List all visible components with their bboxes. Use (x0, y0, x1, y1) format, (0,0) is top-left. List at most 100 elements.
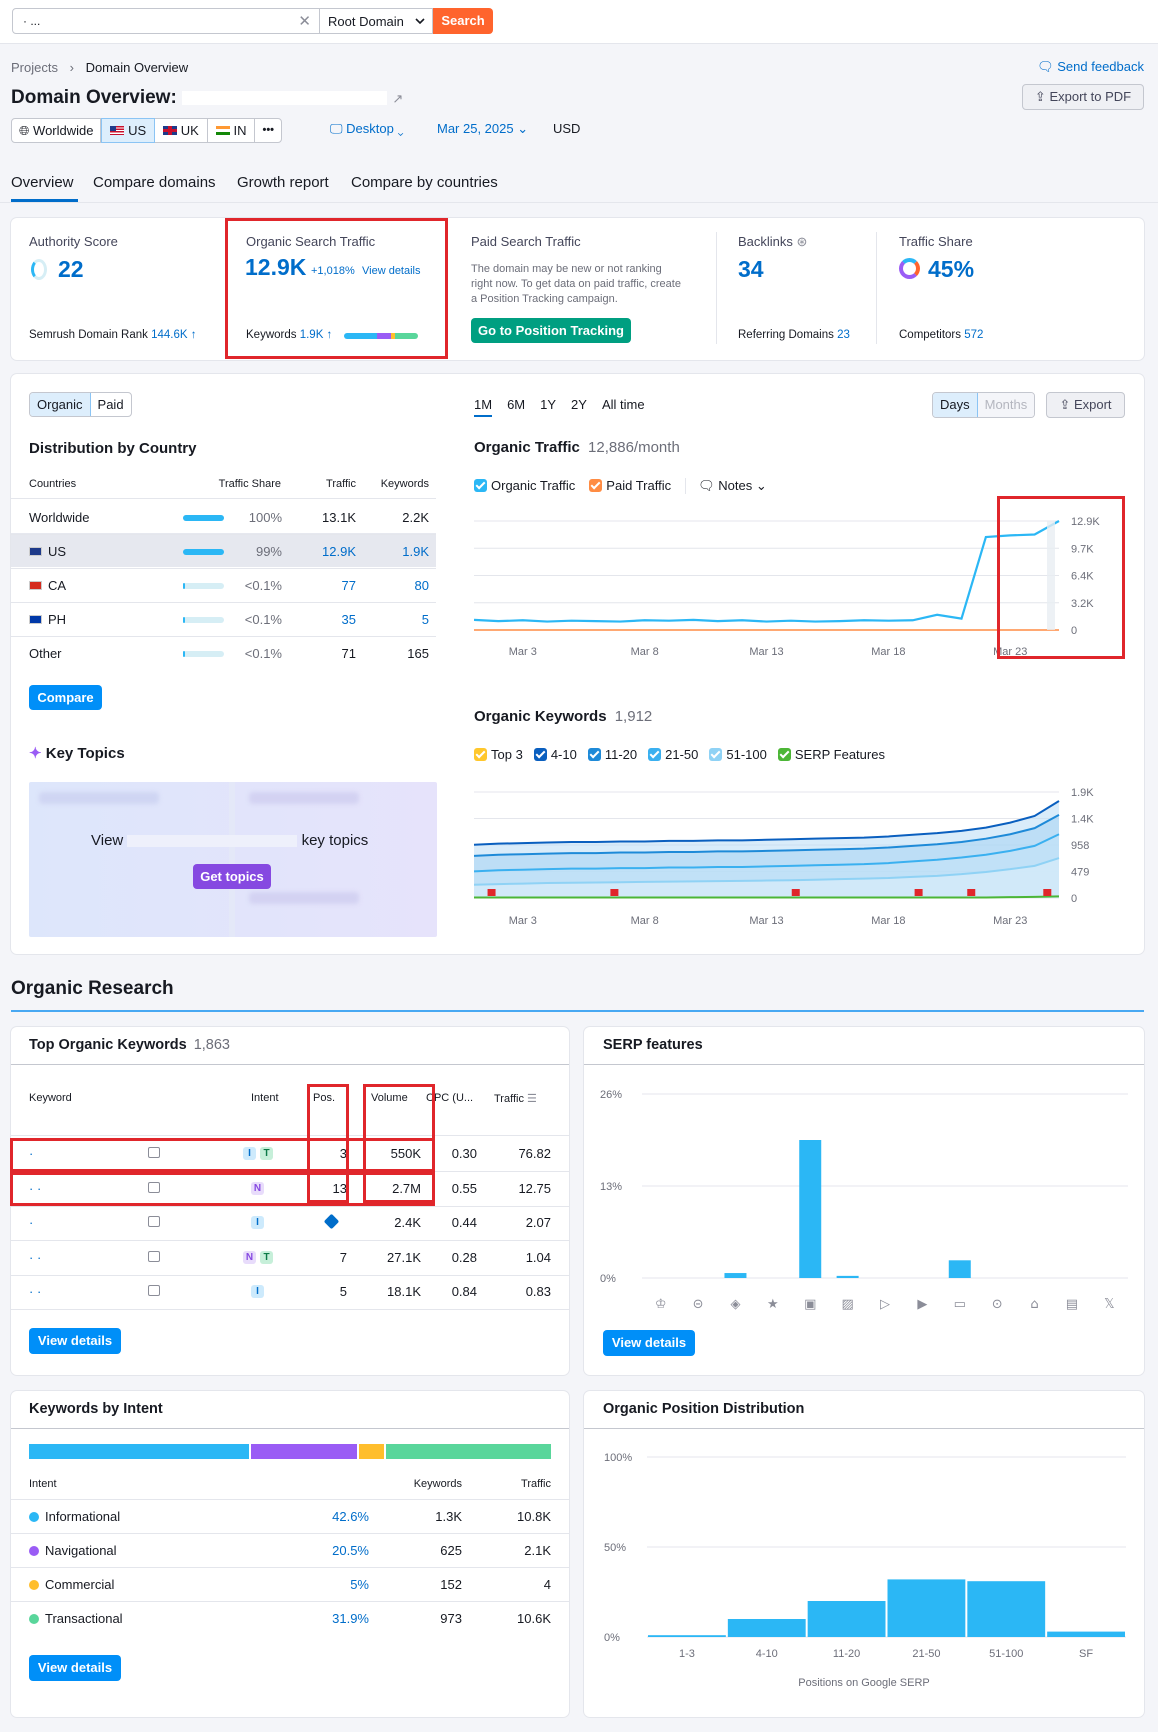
period-1y[interactable]: 1Y (540, 397, 557, 412)
intent-pct[interactable]: 20.5% (332, 1543, 369, 1558)
keywords-value[interactable]: 5 (421, 612, 429, 627)
traffic-value[interactable]: 12.9K (322, 544, 356, 559)
scope-select[interactable]: Root Domain (320, 8, 433, 34)
toggle-months[interactable]: Months (977, 393, 1035, 417)
serp-snapshot-icon[interactable] (148, 1147, 160, 1158)
intent-pct[interactable]: 31.9% (332, 1611, 369, 1626)
keywords-value[interactable]: 80 (414, 578, 429, 593)
device-select[interactable]: 🖵︎ Desktop ⌄ (330, 121, 404, 137)
keyword-link[interactable]: · · (29, 1180, 42, 1196)
domain-search-input[interactable]: · ... ✕ (12, 8, 320, 34)
traffic-share-value[interactable]: 45% (928, 256, 975, 282)
serp-snapshot-icon[interactable] (148, 1181, 160, 1193)
toggle-days[interactable]: Days (933, 393, 978, 417)
table-row[interactable]: · · N T 7 27.1K 0.28 1.04 (11, 1241, 569, 1275)
authority-score-value[interactable]: 22 (58, 256, 84, 282)
kw-header-volume[interactable]: Volume (371, 1092, 408, 1104)
table-row[interactable]: · · I 5 18.1K 0.84 0.83 (11, 1275, 569, 1309)
blurred-topic (249, 792, 359, 804)
country-row[interactable]: PH <0.1% 35 5 (11, 603, 436, 637)
db-uk-label: UK (180, 123, 199, 138)
legend-21-50[interactable]: 21-50 (648, 747, 698, 762)
notes-dropdown[interactable]: 🗨︎ Notes ⌄ (685, 478, 767, 494)
legend-organic[interactable]: Organic Traffic (474, 478, 575, 494)
kw-header-cpc[interactable]: CPC (U... (426, 1092, 474, 1104)
position-tracking-button[interactable]: Go to Position Tracking (471, 318, 631, 343)
keywords-view-details-button[interactable]: View details (29, 1328, 121, 1354)
intent-pct[interactable]: 5% (350, 1577, 369, 1592)
more-databases-button[interactable]: ••• (262, 124, 275, 136)
country-name: Worldwide (29, 510, 89, 525)
serp-snapshot-icon[interactable] (148, 1216, 160, 1227)
keyword-link[interactable]: · (29, 1215, 34, 1230)
serp-view-details-button[interactable]: View details (603, 1330, 695, 1356)
backlinks-value[interactable]: 34 (738, 256, 764, 282)
serp-snapshot-icon[interactable] (148, 1250, 160, 1262)
export-pdf-button[interactable]: ⇪ Export to PDF (1022, 84, 1144, 110)
legend-paid[interactable]: Paid Traffic (589, 478, 671, 494)
traffic-value[interactable]: 77 (341, 578, 356, 593)
y-tick-label: 0% (600, 1273, 616, 1285)
y-tick-label: 1.4K (1071, 814, 1094, 826)
legend-51-100[interactable]: 51-100 (709, 747, 767, 762)
period-6m[interactable]: 6M (507, 397, 526, 412)
legend-serp-features[interactable]: SERP Features (777, 747, 885, 762)
toggle-paid[interactable]: Paid (97, 397, 124, 412)
breadcrumb-projects[interactable]: Projects (11, 60, 58, 75)
clear-icon[interactable]: ✕ (298, 13, 311, 30)
period-all-time[interactable]: All time (601, 397, 645, 412)
keyword-link[interactable]: · (29, 1146, 34, 1161)
db-uk[interactable]: UK (155, 119, 208, 142)
series-line-21-50 (474, 833, 1060, 873)
country-row[interactable]: CA <0.1% 77 80 (11, 569, 436, 603)
compare-button[interactable]: Compare (29, 685, 102, 710)
flag-marker (914, 889, 923, 896)
keywords-value[interactable]: 1.9K (402, 544, 429, 559)
db-in[interactable]: IN (208, 119, 256, 142)
country-row[interactable]: Other <0.1% 71 165 (11, 637, 436, 671)
period-2y[interactable]: 2Y (571, 397, 587, 412)
traffic-value[interactable]: 35 (341, 612, 356, 627)
tab-compare-by-countries[interactable]: Compare by countries (351, 174, 498, 191)
legend-top3[interactable]: Top 3 (474, 747, 523, 762)
referring-domains-value[interactable]: 23 (837, 329, 850, 341)
keyword-link[interactable]: · · (29, 1284, 42, 1299)
serp-snapshot-icon[interactable] (148, 1285, 160, 1296)
legend-4-10[interactable]: 4-10 (533, 747, 577, 762)
send-feedback-link[interactable]: 🗨︎ Send feedback (1037, 59, 1144, 75)
country-row[interactable]: US 99% 12.9K 1.9K (11, 535, 436, 569)
cpc-value: 0.30 (451, 1146, 477, 1161)
tab-growth-report[interactable]: Growth report (237, 174, 329, 191)
legend-11-20[interactable]: 11-20 (587, 747, 637, 762)
period-1m[interactable]: 1M (474, 397, 493, 417)
search-button[interactable]: Search (433, 8, 493, 34)
organic-keywords-value[interactable]: 1.9K ↑ (299, 329, 333, 341)
external-link-icon[interactable]: ↗ (392, 91, 404, 106)
table-row[interactable]: · I 2.4K 0.44 2.07 (11, 1206, 569, 1240)
organic-view-details-link[interactable]: View details (362, 265, 421, 277)
intent-row: Transactional 31.9% 973 10.6K (11, 1602, 569, 1636)
country-row[interactable]: Worldwide 100% 13.1K 2.2K (11, 501, 436, 535)
kw-header-pos[interactable]: Pos. (313, 1092, 336, 1104)
db-us[interactable]: US (101, 118, 156, 143)
domain-rank-value[interactable]: 144.6K ↑ (151, 329, 197, 341)
organic-traffic-value[interactable]: 12.9K (245, 254, 307, 280)
kw-header-traffic[interactable]: Traffic ☰ (494, 1092, 537, 1105)
intent-pct[interactable]: 42.6% (332, 1509, 369, 1524)
chevron-down-icon: ⌄ (397, 121, 404, 136)
intent-view-details-button[interactable]: View details (29, 1655, 121, 1681)
export-chart-button[interactable]: ⇪ Export (1046, 392, 1125, 418)
get-topics-button[interactable]: Get topics (193, 864, 271, 889)
tab-compare-domains[interactable]: Compare domains (93, 174, 216, 191)
share-bar-fill (183, 651, 185, 657)
flag-marker (967, 889, 976, 896)
toggle-organic[interactable]: Organic (30, 393, 91, 416)
table-row[interactable]: · · N 13 2.7M 0.55 12.75 (11, 1172, 569, 1206)
db-worldwide[interactable]: 🌐︎ Worldwide (12, 119, 102, 142)
competitors-value[interactable]: 572 (964, 329, 984, 341)
date-select[interactable]: Mar 25, 2025 ⌄ (437, 121, 528, 137)
tab-overview[interactable]: Overview (11, 174, 74, 191)
table-row[interactable]: · I T 3 550K 0.30 76.82 (11, 1137, 569, 1171)
serp-category-icon: ◈ (730, 1297, 740, 1312)
keyword-link[interactable]: · · (29, 1249, 42, 1265)
